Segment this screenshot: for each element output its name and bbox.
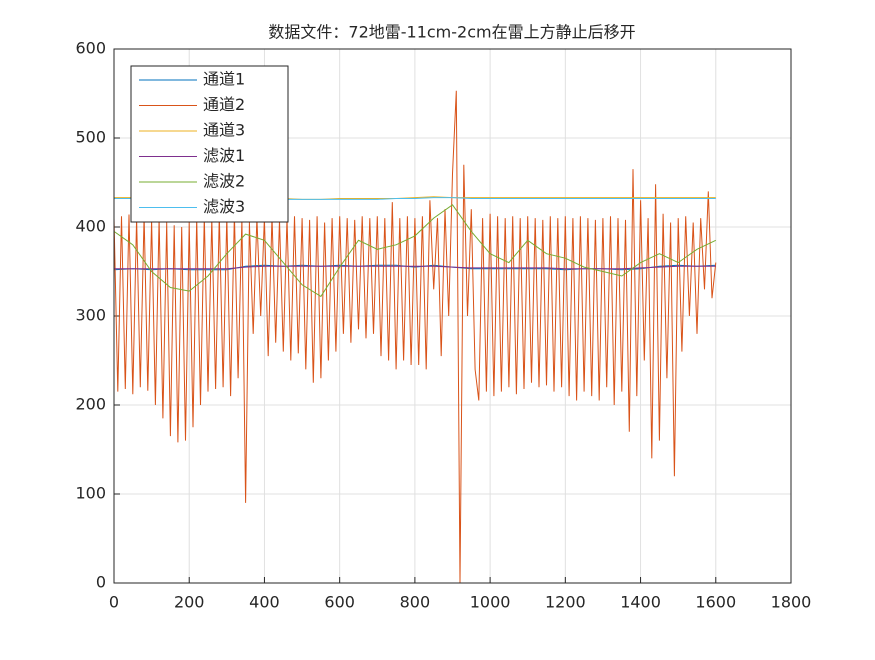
y-tick-label: 100 — [75, 484, 106, 503]
legend-label: 滤波1 — [203, 146, 245, 165]
x-tick-label: 600 — [324, 593, 355, 612]
legend-label: 滤波2 — [203, 172, 245, 191]
y-tick-label: 300 — [75, 306, 106, 325]
x-tick-label: 1600 — [695, 593, 736, 612]
series-line — [113, 204, 717, 298]
x-tick-label: 1200 — [545, 593, 586, 612]
x-tick-label: 1000 — [470, 593, 511, 612]
legend-label: 通道1 — [203, 70, 245, 89]
x-tick-label: 1400 — [620, 593, 661, 612]
x-tick-label: 1800 — [771, 593, 812, 612]
y-tick-label: 0 — [96, 573, 106, 592]
legend-label: 滤波3 — [203, 197, 245, 216]
y-tick-label: 500 — [75, 128, 106, 147]
legend-box — [130, 65, 289, 223]
series-line — [113, 264, 716, 271]
y-tick-label: 600 — [75, 39, 106, 58]
x-tick-label: 400 — [249, 593, 280, 612]
legend-label: 通道3 — [203, 121, 245, 140]
y-tick-label: 200 — [75, 395, 106, 414]
legend-label: 通道2 — [203, 95, 245, 114]
x-tick-label: 200 — [174, 593, 205, 612]
y-tick-label: 400 — [75, 217, 106, 236]
series-line — [113, 90, 717, 584]
axes-box — [113, 48, 792, 584]
chart-title: 数据文件：72地雷-11cm-2cm在雷上方静止后移开 — [268, 23, 635, 42]
x-tick-label: 0 — [109, 593, 119, 612]
x-tick-label: 800 — [400, 593, 431, 612]
